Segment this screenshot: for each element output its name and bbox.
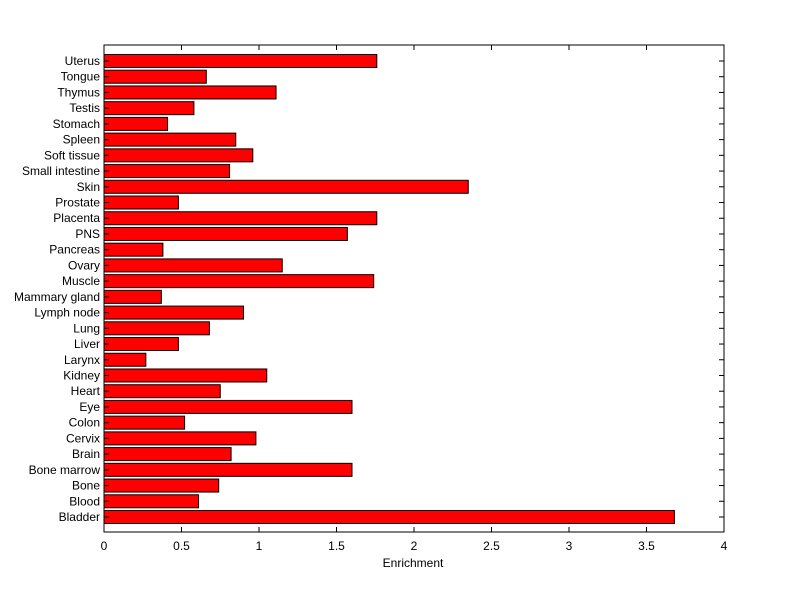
bar-muscle [103,274,375,289]
bar-bone-marrow [103,462,353,477]
x-tick-label-5: 2.5 [483,539,500,553]
y-tick-label-eye: Eye [79,400,100,414]
x-ticks-group: 0 0.5 1 1.5 2 2.5 3 3.5 4 [101,45,728,553]
x-tick-label-2: 1 [256,539,263,553]
bar-mammary-gland [103,289,162,304]
bar-brain [103,447,232,462]
bar-liver [103,337,179,352]
y-tick-label-stomach: Stomach [53,117,100,131]
x-tick-label-3: 1.5 [328,539,345,553]
y-tick-label-mammary-gland: Mammary gland [14,290,100,304]
y-tick-label-brain: Brain [72,447,100,461]
y-tick-label-bone: Bone [72,479,100,493]
y-tick-label-kidney: Kidney [63,368,100,382]
x-axis-label: Enrichment [383,556,444,570]
bar-spleen [103,132,237,147]
bar-pns [103,226,348,241]
x-tick-label-8: 4 [721,539,728,553]
x-tick-label-1: 0.5 [173,539,190,553]
y-tick-label-bone-marrow: Bone marrow [29,463,101,477]
y-tick-label-ovary: Ovary [68,258,100,272]
y-tick-label-cervix: Cervix [66,431,100,445]
y-tick-label-uterus: Uterus [65,54,100,68]
bar-soft-tissue [103,148,254,163]
y-tick-label-liver: Liver [74,337,100,351]
bar-stomach [103,116,169,131]
y-tick-label-small-intestine: Small intestine [22,164,100,178]
x-tick-label-0: 0 [101,539,108,553]
bar-colon [103,415,186,430]
y-tick-label-larynx: Larynx [64,353,100,367]
y-tick-label-thymus: Thymus [57,85,100,99]
bar-skin [103,179,469,194]
bar-eye [103,399,353,414]
y-tick-label-testis: Testis [69,101,100,115]
y-tick-label-tongue: Tongue [61,70,101,84]
y-tick-label-pns: PNS [75,227,100,241]
y-tick-label-muscle: Muscle [62,274,100,288]
bar-uterus [103,54,378,68]
bar-heart [103,384,221,399]
bar-kidney [103,368,268,383]
bar-larynx [103,352,147,367]
bar-bladder [103,510,675,524]
y-tick-label-blood: Blood [69,494,100,508]
y-tick-label-bladder: Bladder [59,510,100,524]
bar-lymph-node [103,305,244,320]
x-tick-label-7: 3.5 [638,539,655,553]
bar-cervix [103,431,257,446]
bar-testis [103,101,195,116]
y-tick-label-heart: Heart [71,384,101,398]
y-tick-label-skin: Skin [77,180,100,194]
y-tick-label-spleen: Spleen [63,133,100,147]
bar-thymus [103,85,277,100]
y-tick-label-pancreas: Pancreas [49,243,100,257]
bar-blood [103,494,200,509]
bar-placenta [103,211,378,226]
y-tick-label-colon: Colon [69,416,100,430]
bar-lung [103,321,210,336]
x-tick-label-6: 3 [566,539,573,553]
bar-tongue [103,69,207,84]
y-tick-label-placenta: Placenta [53,211,100,225]
y-tick-label-lung: Lung [73,321,100,335]
y-tick-label-prostate: Prostate [55,196,100,210]
bar-bone [103,478,220,493]
y-tick-label-lymph-node: Lymph node [34,306,100,320]
y-tick-label-soft-tissue: Soft tissue [44,148,100,162]
bar-prostate [103,195,179,210]
x-tick-label-4: 2 [411,539,418,553]
bar-small-intestine [103,164,231,179]
bar-ovary [103,258,283,273]
bar-pancreas [103,242,164,257]
